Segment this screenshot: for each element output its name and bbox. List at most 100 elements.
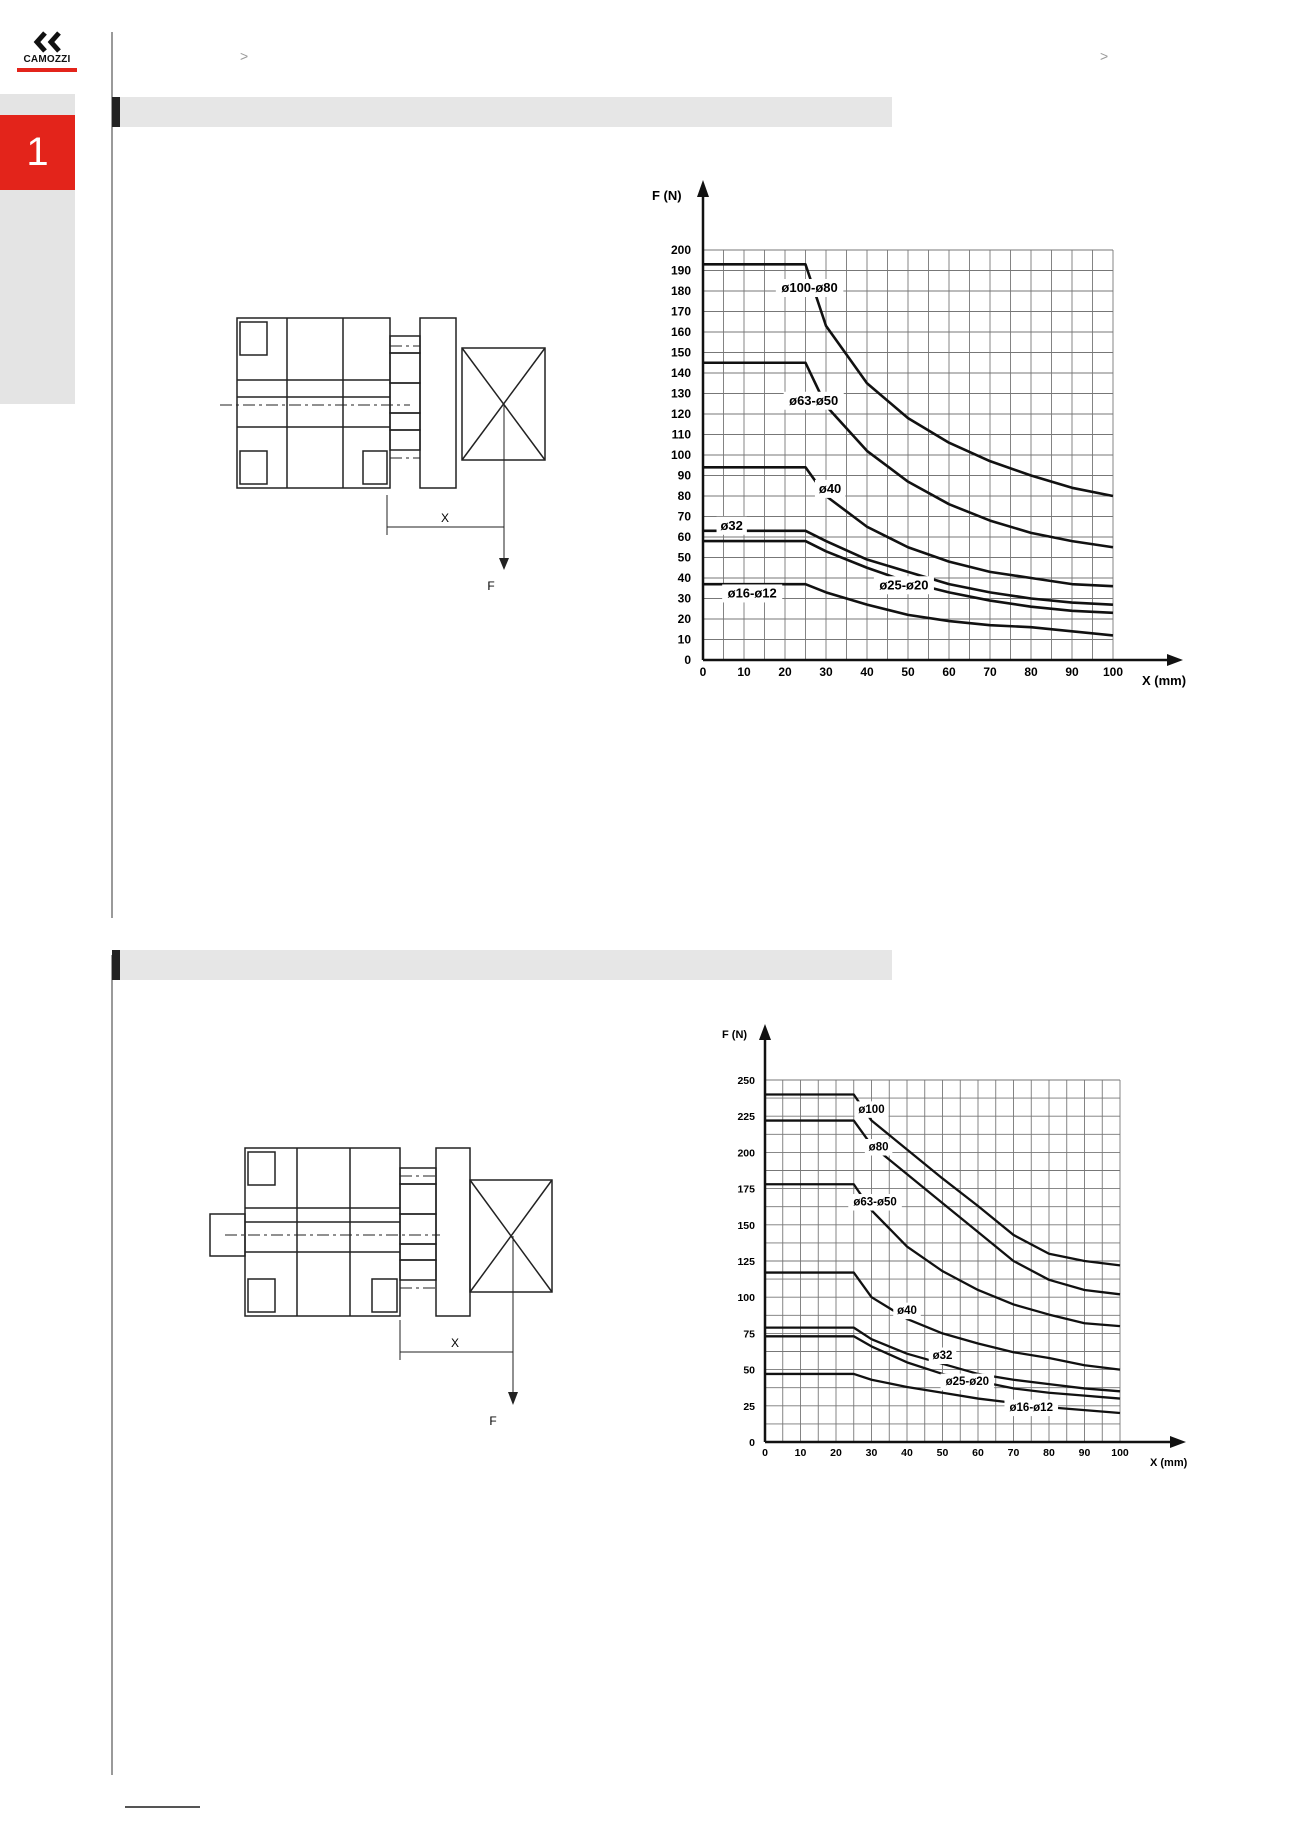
series-line	[703, 582, 1114, 637]
series-label: ø80	[869, 1142, 889, 1154]
series-label-bg	[854, 1101, 889, 1118]
series-label-bg	[873, 576, 934, 595]
force-f-label: F	[487, 579, 494, 593]
x-axis-arrow	[1167, 654, 1183, 666]
y-tick-label: 190	[671, 264, 691, 278]
y-tick-label: 70	[678, 510, 692, 524]
y-tick-label: 0	[749, 1437, 755, 1449]
y-tick-label: 150	[737, 1220, 755, 1232]
distance-x-label: X	[451, 1336, 459, 1350]
x-tick-label: 70	[1008, 1447, 1020, 1459]
camozzi-logo: CAMOZZI	[17, 30, 77, 76]
y-tick-label: 250	[737, 1075, 755, 1087]
x-tick-label: 0	[762, 1447, 768, 1459]
series-label-bg	[775, 279, 844, 297]
y-axis-arrow	[759, 1024, 771, 1040]
series-label: ø100-ø80	[781, 280, 837, 295]
y-tick-label: 175	[737, 1184, 755, 1196]
breadcrumb-separator: >	[240, 48, 249, 64]
y-axis-arrow	[697, 180, 709, 197]
load-diagram-1: X F	[220, 317, 546, 593]
y-tick-label: 120	[671, 407, 691, 421]
y-tick-label: 10	[678, 633, 692, 647]
brand-name: CAMOZZI	[23, 54, 71, 65]
series-label: ø16-ø12	[728, 585, 777, 600]
x-tick-label: 10	[795, 1447, 807, 1459]
y-tick-label: 225	[737, 1111, 755, 1123]
x-tick-label: 70	[983, 665, 997, 679]
x-tick-label: 30	[866, 1447, 878, 1459]
x-tick-label: 60	[972, 1447, 984, 1459]
y-tick-label: 200	[671, 243, 691, 257]
section-header-bar-1	[112, 97, 892, 127]
series-label: ø16-ø12	[1010, 1402, 1053, 1414]
x-axis-label: X (mm)	[1150, 1457, 1188, 1469]
distance-x-label: X	[441, 511, 449, 525]
series-line	[765, 1372, 1121, 1415]
series-line	[703, 361, 1114, 549]
x-tick-label: 20	[778, 665, 792, 679]
series-label: ø25-ø20	[946, 1376, 989, 1388]
y-tick-label: 80	[678, 489, 692, 503]
series-label-bg	[1004, 1399, 1059, 1417]
series-label: ø63-ø50	[789, 393, 838, 408]
y-axis-label: F (N)	[652, 188, 682, 203]
series-line	[765, 1271, 1121, 1371]
x-tick-label: 40	[860, 665, 874, 679]
x-tick-label: 10	[737, 665, 751, 679]
series-label: ø25-ø20	[879, 577, 928, 592]
left-margin-rule-top	[111, 32, 113, 918]
force-chart-2: 0 10 20 30 40 50 60 70 80 90 100 0 25 50 75 100 125 150 1…	[722, 1024, 1188, 1469]
x-axis-label: X (mm)	[1142, 673, 1186, 688]
series-label-bg	[864, 1139, 893, 1156]
y-tick-label: 100	[737, 1292, 755, 1304]
series-label: ø63-ø50	[853, 1197, 896, 1209]
y-tick-label: 100	[671, 448, 691, 462]
x-tick-label: 50	[937, 1447, 949, 1459]
y-tick-label: 170	[671, 305, 691, 319]
y-axis-label: F (N)	[722, 1029, 747, 1041]
force-f-label: F	[489, 1414, 496, 1428]
series-line	[765, 1326, 1121, 1393]
x-tick-label: 60	[942, 665, 956, 679]
x-tick-label: 90	[1079, 1447, 1091, 1459]
camozzi-mark-icon	[33, 31, 61, 53]
series-label-bg	[783, 391, 844, 410]
series-label-bg	[814, 479, 846, 498]
y-tick-label: 130	[671, 387, 691, 401]
y-tick-label: 30	[678, 592, 692, 606]
x-tick-label: 90	[1065, 665, 1079, 679]
y-tick-label: 75	[743, 1328, 755, 1340]
y-tick-label: 20	[678, 612, 692, 626]
x-tick-label: 80	[1024, 665, 1038, 679]
y-tick-label: 160	[671, 325, 691, 339]
footer-rule	[125, 1806, 200, 1808]
y-tick-label: 200	[737, 1147, 755, 1159]
series-label-bg	[893, 1302, 921, 1320]
y-tick-label: 40	[678, 571, 692, 585]
x-tick-label: 100	[1111, 1447, 1129, 1459]
x-tick-label: 80	[1043, 1447, 1055, 1459]
left-margin-rule-bottom	[111, 955, 113, 1775]
series-label: ø100	[858, 1104, 884, 1116]
breadcrumb-separator: >	[1100, 48, 1109, 64]
series-line	[765, 1119, 1121, 1296]
section-number-badge: 1	[0, 115, 75, 190]
force-chart-1: 0 10 20 30 40 50 60 70 80 90 100 0 10 20 30 40 50 60 70 80…	[652, 180, 1186, 688]
series-label: ø32	[933, 1350, 953, 1362]
x-tick-label: 50	[901, 665, 915, 679]
y-tick-label: 180	[671, 284, 691, 298]
brand-underline	[17, 68, 77, 72]
y-tick-label: 90	[678, 469, 692, 483]
x-tick-label: 40	[901, 1447, 913, 1459]
series-label-bg	[940, 1373, 995, 1391]
series-label: ø40	[819, 481, 841, 496]
x-tick-label: 20	[830, 1447, 842, 1459]
y-tick-label: 50	[743, 1365, 755, 1377]
y-tick-label: 110	[672, 428, 692, 442]
x-axis-arrow	[1170, 1436, 1186, 1448]
x-tick-label: 0	[700, 665, 707, 679]
section-header-bar-2	[112, 950, 892, 980]
y-tick-label: 50	[678, 551, 692, 565]
y-tick-label: 150	[671, 346, 691, 360]
